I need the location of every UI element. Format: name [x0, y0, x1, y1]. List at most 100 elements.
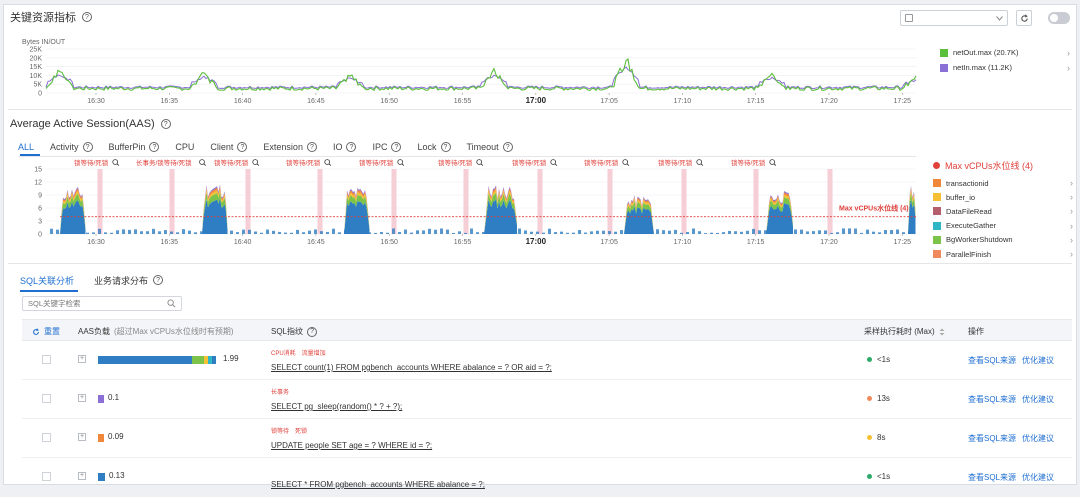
aas-load-bar: [98, 434, 104, 442]
lock-wait-highlight: [608, 169, 613, 234]
legend-swatch-netin: [940, 64, 948, 72]
legend-swatch: [933, 222, 941, 230]
aas-bar: [746, 231, 749, 234]
sql-search-input[interactable]: [28, 299, 167, 308]
tab-business-request[interactable]: 业务请求分布?: [94, 274, 163, 287]
tab-cpu[interactable]: CPU: [175, 142, 194, 152]
aas-bar: [530, 232, 533, 234]
chevron-right-icon: ›: [1070, 249, 1073, 259]
chevron-down-icon: [996, 16, 1003, 21]
load-segment: [98, 434, 104, 442]
tab-lock[interactable]: Lock?: [417, 142, 450, 152]
tab-ipc[interactable]: IPC?: [372, 142, 401, 152]
tab-activity[interactable]: Activity?: [50, 142, 93, 152]
tab-label: BufferPin: [109, 142, 146, 152]
legend-item-transactionid[interactable]: transactionid ›: [933, 176, 1073, 190]
view-sql-source-link[interactable]: 查看SQL来源: [968, 433, 1016, 444]
aas-bar: [734, 231, 737, 234]
aas-bar: [524, 230, 527, 234]
row-actions: 查看SQL来源 优化建议: [968, 433, 1054, 444]
legend-item-threshold[interactable]: Max vCPUs水位线 (4): [933, 158, 1073, 172]
row-checkbox[interactable]: [42, 355, 51, 364]
tab-bufferpin[interactable]: BufferPin?: [109, 142, 160, 152]
expand-icon[interactable]: +: [78, 394, 86, 402]
row-checkbox[interactable]: [42, 394, 51, 403]
chevron-right-icon: ›: [1067, 48, 1070, 58]
sql-fingerprint-link[interactable]: SELECT pg_sleep(random() * ? + ?);: [271, 402, 402, 411]
aas-bar: [404, 230, 407, 234]
y-tick-label: 10K: [30, 73, 43, 80]
y-tick-label: 12: [34, 180, 42, 187]
column-duration[interactable]: 采样执行耗时 (Max): [864, 326, 945, 337]
x-tick-label: 17:10: [674, 239, 692, 246]
chevron-right-icon: ›: [1070, 206, 1073, 216]
legend-item-bgworkershutdown[interactable]: BgWorkerShutdown ›: [933, 233, 1073, 247]
search-icon[interactable]: [167, 299, 176, 308]
legend-item-parallelfinish[interactable]: ParallelFinish ›: [933, 247, 1073, 261]
help-icon[interactable]: ?: [82, 12, 92, 22]
tab-sql-analysis[interactable]: SQL关联分析: [20, 274, 74, 287]
tab-label: ALL: [18, 142, 34, 152]
optimize-suggestion-link[interactable]: 优化建议: [1022, 394, 1054, 405]
time-range-select[interactable]: [900, 10, 1008, 26]
legend-item-netout[interactable]: netOut.max (20.7K) ›: [940, 45, 1070, 60]
help-icon[interactable]: ?: [307, 327, 317, 337]
tab-extension[interactable]: Extension?: [263, 142, 317, 152]
auto-refresh-toggle[interactable]: [1048, 12, 1070, 24]
x-tick-label: 17:05: [600, 98, 618, 105]
aas-bar: [332, 229, 335, 234]
zoom-icon-handle: [402, 164, 404, 166]
help-icon: ?: [441, 142, 451, 152]
sql-fingerprint-link[interactable]: SELECT count(1) FROM pgbench_accounts WH…: [271, 363, 552, 372]
help-icon[interactable]: ?: [161, 119, 171, 129]
column-sql: SQL指纹 ?: [271, 326, 317, 337]
aas-bar: [254, 232, 257, 234]
row-checkbox[interactable]: [42, 472, 51, 481]
legend-item-netin[interactable]: netIn.max (11.2K) ›: [940, 60, 1070, 75]
row-checkbox[interactable]: [42, 433, 51, 442]
aas-bar: [650, 231, 653, 234]
aas-bar: [722, 232, 725, 234]
legend-label: transactionid: [946, 179, 989, 188]
aas-bar: [176, 232, 179, 234]
status-dot: [867, 474, 872, 479]
legend-swatch: [933, 207, 941, 215]
tab-timeout[interactable]: Timeout?: [467, 142, 513, 152]
legend-item-buffer-io[interactable]: buffer_io ›: [933, 190, 1073, 204]
view-sql-source-link[interactable]: 查看SQL来源: [968, 394, 1016, 405]
tab-label: IPC: [372, 142, 387, 152]
zoom-icon-handle: [774, 164, 776, 166]
aas-bar: [644, 230, 647, 234]
view-sql-source-link[interactable]: 查看SQL来源: [968, 472, 1016, 483]
legend-item-executegather[interactable]: ExecuteGather ›: [933, 219, 1073, 233]
sql-fingerprint-link[interactable]: SELECT * FROM pgbench_accounts WHERE aba…: [271, 480, 485, 489]
reset-button[interactable]: 重置: [32, 326, 60, 337]
row-actions: 查看SQL来源 优化建议: [968, 472, 1054, 483]
legend-swatch: [933, 236, 941, 244]
aas-bar: [116, 230, 119, 234]
load-segment: [98, 356, 192, 364]
aas-bar: [860, 233, 863, 234]
aas-bar: [848, 228, 851, 234]
refresh-button[interactable]: [1016, 10, 1032, 26]
expand-icon[interactable]: +: [78, 355, 86, 363]
expand-icon[interactable]: +: [78, 433, 86, 441]
zoom-icon: [697, 160, 702, 165]
anomaly-annotation: 长事务/锁等待/死锁: [136, 158, 192, 167]
chevron-right-icon: ›: [1067, 63, 1070, 73]
tab-client[interactable]: Client?: [210, 142, 247, 152]
view-sql-source-link[interactable]: 查看SQL来源: [968, 355, 1016, 366]
tab-io[interactable]: IO?: [333, 142, 357, 152]
sql-table-header: 重置 AAS负载 (超过Max vCPUs水位线时有预期) SQL指纹 ? 采样…: [22, 319, 1072, 341]
lock-wait-highlight: [754, 169, 759, 234]
aas-title: Average Active Session(AAS): [10, 118, 155, 130]
optimize-suggestion-link[interactable]: 优化建议: [1022, 355, 1054, 366]
optimize-suggestion-link[interactable]: 优化建议: [1022, 433, 1054, 444]
tab-all[interactable]: ALL: [18, 142, 34, 152]
expand-icon[interactable]: +: [78, 472, 86, 480]
optimize-suggestion-link[interactable]: 优化建议: [1022, 472, 1054, 483]
sql-fingerprint-link[interactable]: UPDATE people SET age = ? WHERE id = ?;: [271, 441, 432, 450]
divider: [8, 263, 1072, 264]
aas-bar: [470, 229, 473, 234]
legend-item-datafileread[interactable]: DataFileRead ›: [933, 204, 1073, 218]
